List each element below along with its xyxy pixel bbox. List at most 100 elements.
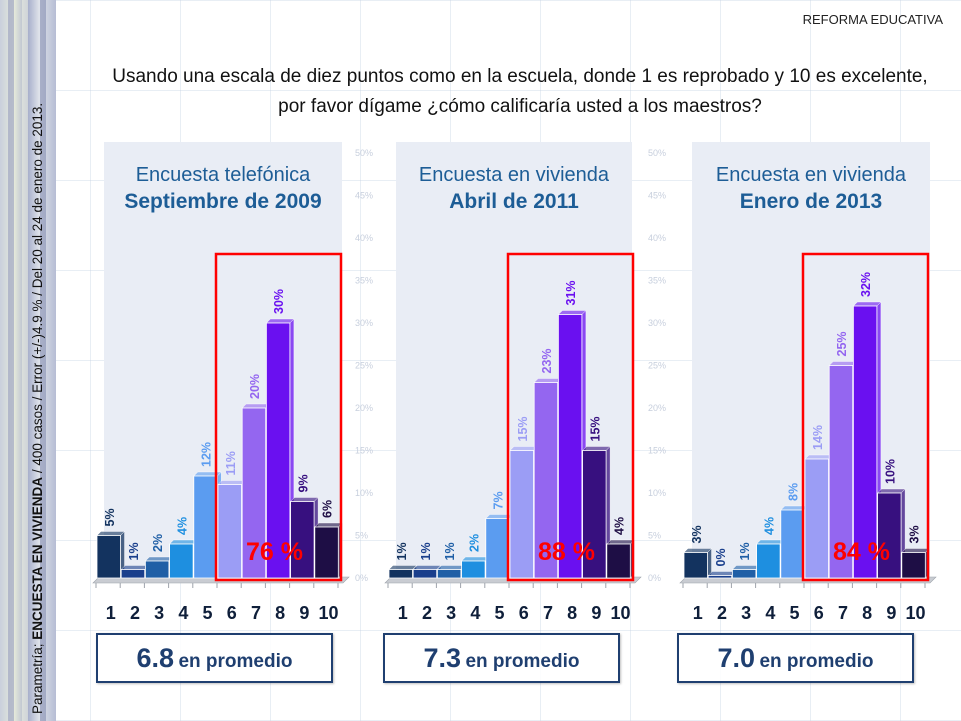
bar-value-label: 3% — [908, 525, 922, 543]
bar — [120, 569, 146, 579]
bar-value-label: 4% — [762, 517, 776, 535]
bar — [582, 450, 607, 579]
bar — [96, 535, 121, 579]
bar — [780, 509, 805, 579]
bar-top — [461, 556, 490, 562]
y-tick-label: 45% — [648, 191, 666, 201]
bar-value-label: 15% — [516, 416, 530, 441]
x-category-label: 2 — [717, 603, 727, 623]
bar-top — [217, 480, 246, 485]
x-category-label: 3 — [741, 603, 751, 623]
x-category-label: 6 — [227, 603, 237, 623]
y-tick-label: 20% — [648, 403, 666, 413]
bar — [804, 458, 829, 579]
bar-value-label: 9% — [296, 474, 310, 492]
bar-top — [265, 318, 295, 324]
panel-title-survey: Encuesta telefónica — [135, 164, 311, 186]
y-tick-label: 25% — [648, 361, 666, 371]
bar — [707, 575, 733, 579]
bar-value-label: 20% — [248, 374, 262, 399]
bar-value-label: 30% — [272, 289, 286, 314]
y-tick-label: 45% — [355, 191, 373, 201]
bar-top — [388, 565, 417, 570]
bar-value-label: 0% — [714, 548, 728, 566]
question-line-2: por favor dígame ¿cómo calificaría usted… — [278, 96, 762, 117]
bar — [241, 407, 267, 579]
panel-title: Encuesta telefónica Septiembre de 2009 — [104, 162, 342, 216]
x-category-label: 5 — [203, 603, 213, 623]
bar-top — [436, 565, 466, 570]
average-box-2011: 7.3 en promedio — [383, 633, 620, 683]
bar-value-label: 25% — [835, 331, 849, 356]
panel-title-survey: Encuesta en vivienda — [418, 164, 610, 186]
bar-top — [756, 539, 785, 545]
bar-value-label: 1% — [419, 542, 433, 560]
bar — [193, 475, 218, 579]
average-value: 6.8 — [136, 643, 175, 673]
y-tick-label: 35% — [648, 276, 666, 286]
strip-streak — [40, 0, 46, 721]
panel-title-survey: Encuesta en vivienda — [715, 164, 907, 186]
y-tick-label: 40% — [648, 233, 666, 243]
bar-value-label: 5% — [103, 508, 117, 526]
bar-value-label: 1% — [443, 542, 457, 560]
bar-value-label: 3% — [690, 525, 704, 543]
bar-top — [144, 556, 174, 562]
x-category-label: 9 — [299, 603, 309, 623]
bar-value-label: 1% — [738, 542, 752, 560]
panel-title-date: Septiembre de 2009 — [124, 190, 322, 213]
y-tick-label: 50% — [648, 148, 666, 158]
bar-top — [852, 301, 882, 307]
bar-top — [828, 361, 858, 366]
bar-value-label: 10% — [883, 459, 897, 484]
bar-value-label: 6% — [321, 500, 335, 518]
x-category-label: 1 — [106, 603, 116, 623]
x-category-label: 8 — [567, 603, 577, 623]
bar — [217, 484, 242, 579]
highlight-box — [214, 252, 343, 582]
bar — [901, 552, 926, 579]
x-category-label: 10 — [906, 603, 926, 623]
bar-top — [683, 548, 712, 553]
bar-top — [557, 310, 587, 315]
bar-top — [241, 403, 271, 409]
bar — [412, 569, 438, 579]
bar — [756, 543, 781, 579]
average-label: en promedio — [178, 651, 293, 672]
bar — [461, 560, 486, 579]
bar — [436, 569, 462, 579]
bar-value-label: 23% — [540, 348, 554, 373]
strip-streak — [8, 0, 14, 721]
x-category-label: 10 — [611, 603, 631, 623]
bar — [853, 305, 878, 579]
y-tick-label: 5% — [355, 531, 368, 541]
y-tick-label: 5% — [648, 531, 661, 541]
bar-value-label: 7% — [492, 491, 506, 509]
x-category-label: 8 — [275, 603, 285, 623]
x-category-label: 3 — [154, 603, 164, 623]
bar-top — [509, 446, 538, 451]
y-tick-label: 40% — [355, 233, 373, 243]
panel-title: Encuesta en vivienda Abril de 2011 — [396, 162, 632, 216]
bar-top — [731, 565, 761, 570]
x-category-label: 8 — [862, 603, 872, 623]
average-value: 7.0 — [717, 643, 756, 673]
x-category-label: 9 — [886, 603, 896, 623]
x-category-label: 5 — [790, 603, 800, 623]
y-tick-label: 50% — [355, 148, 373, 158]
bar — [509, 450, 534, 579]
y-tick-label: 30% — [648, 318, 666, 328]
bar-top — [412, 565, 442, 570]
bar — [485, 518, 510, 579]
bar-value-label: 4% — [175, 517, 189, 535]
average-label: en promedio — [759, 651, 874, 672]
bar-value-label: 15% — [588, 416, 602, 441]
question-line-1: Usando una escala de diez puntos como en… — [112, 66, 928, 87]
x-category-label: 2 — [130, 603, 140, 623]
x-category-label: 4 — [470, 603, 480, 623]
bar-top — [169, 539, 198, 545]
bar-value-label: 8% — [787, 483, 801, 501]
x-category-label: 6 — [814, 603, 824, 623]
survey-question: Usando una escala de diez puntos como en… — [80, 62, 960, 122]
x-category-label: 10 — [319, 603, 339, 623]
